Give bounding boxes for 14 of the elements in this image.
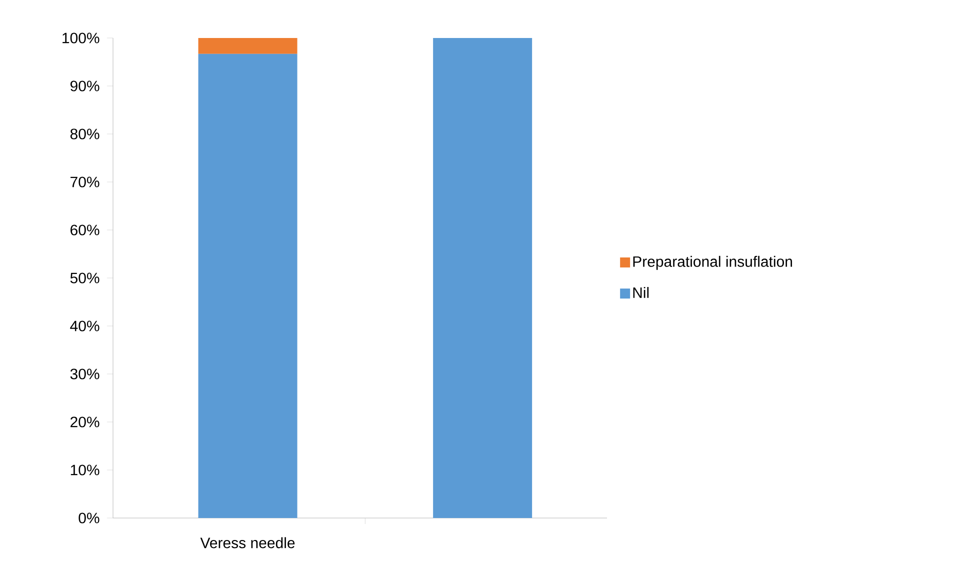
y-tick-label: 40% (70, 320, 100, 332)
y-tick-label: 30% (70, 368, 100, 380)
legend-label: Preparational insuflation (633, 256, 792, 270)
y-tick-label: 80% (70, 128, 100, 140)
y-tick-label: 70% (70, 176, 100, 188)
y-tick-label: 20% (70, 416, 100, 428)
y-tick-label: 60% (70, 224, 100, 236)
y-tick-label: 90% (70, 80, 100, 92)
y-tick-label: 0% (78, 512, 100, 524)
legend-label: Nil (633, 286, 649, 298)
y-tick-label: 50% (70, 272, 100, 284)
y-tick-label: 10% (70, 464, 100, 476)
y-tick-label: 100% (62, 32, 100, 44)
x-tick-label: Veress needle (200, 537, 295, 548)
